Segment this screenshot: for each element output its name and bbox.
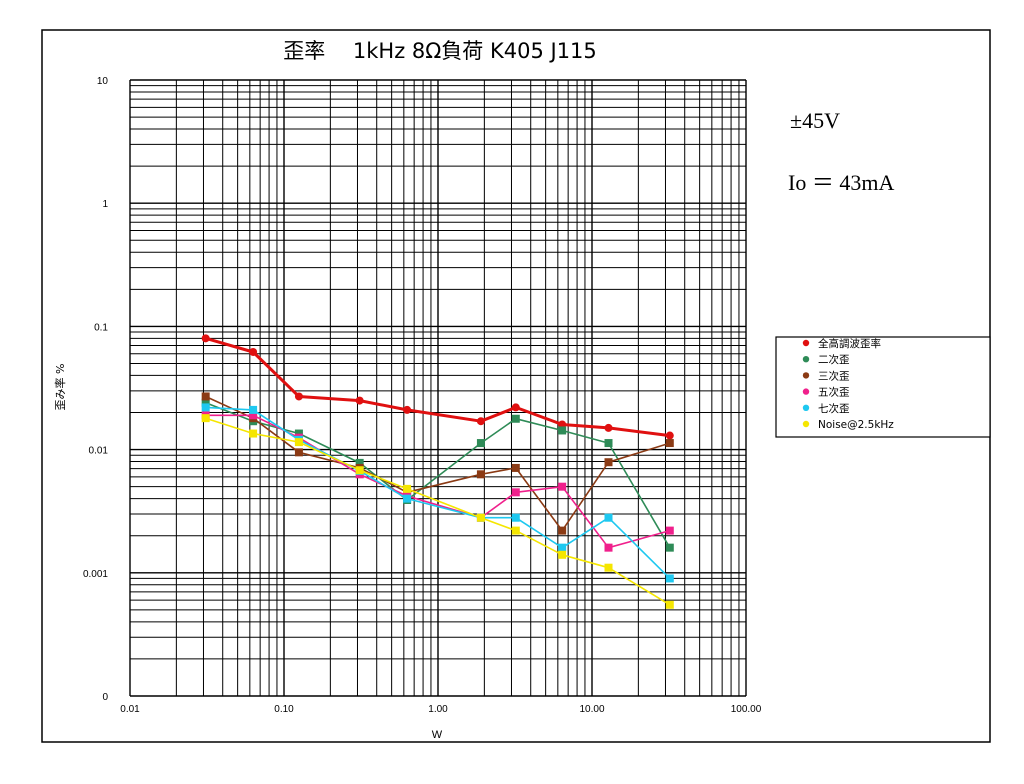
legend-label: 二次歪 <box>818 353 850 366</box>
data-point <box>604 423 613 432</box>
data-point <box>476 439 485 448</box>
data-point <box>403 494 412 503</box>
voltage-annotation: ±45V <box>790 108 840 133</box>
x-axis-label: W <box>432 729 443 741</box>
data-point <box>511 403 520 412</box>
legend-marker <box>802 388 810 395</box>
data-point <box>511 463 520 472</box>
data-point <box>604 543 613 552</box>
data-point <box>249 347 258 356</box>
legend-marker <box>802 339 810 347</box>
data-point <box>558 543 567 552</box>
chart-title: 歪率 1kHz 8Ω負荷 K405 J115 <box>283 39 597 63</box>
y-tick-label: 0.01 <box>89 446 109 457</box>
series-group <box>201 334 674 609</box>
data-point <box>665 543 674 552</box>
data-point <box>249 411 258 420</box>
data-point <box>476 513 485 522</box>
legend-label: Noise@2.5kHz <box>818 419 894 431</box>
series-line <box>205 414 671 549</box>
data-point <box>476 417 485 426</box>
series-line <box>205 417 671 606</box>
x-tick-label: 0.01 <box>120 704 140 715</box>
y-tick-label: 0.1 <box>94 322 108 333</box>
data-point <box>665 439 674 448</box>
legend-box <box>775 336 991 438</box>
legend-label: 七次歪 <box>818 402 850 415</box>
legend-label: 全高調波歪率 <box>818 337 881 350</box>
data-point <box>604 513 613 522</box>
data-point <box>604 439 613 448</box>
data-point <box>201 398 210 407</box>
data-point <box>201 334 210 343</box>
y-axis-label: 歪み率 % <box>53 364 67 411</box>
data-point <box>511 526 520 535</box>
data-point <box>201 403 210 412</box>
data-point <box>201 392 210 401</box>
data-point <box>249 429 258 438</box>
data-point <box>249 405 258 414</box>
y-tick-label: 1 <box>102 199 108 210</box>
data-point <box>355 466 364 475</box>
data-point <box>558 426 567 435</box>
y-tick-label: 0 <box>102 692 108 703</box>
series-group <box>201 334 674 440</box>
series-line <box>205 406 671 579</box>
series-line <box>205 336 670 438</box>
data-point <box>511 513 520 522</box>
legend-marker <box>802 404 810 411</box>
data-point <box>665 600 674 609</box>
data-point <box>604 563 613 572</box>
data-point <box>604 458 613 467</box>
data-point <box>558 526 567 535</box>
data-point <box>294 438 303 447</box>
data-point <box>558 420 567 429</box>
data-point <box>355 458 364 467</box>
data-point <box>403 484 412 493</box>
series-line <box>205 395 671 532</box>
current-annotation: Io ＝ 43mA <box>788 170 894 195</box>
legend-label: 五次歪 <box>818 386 850 399</box>
x-tick-label: 10.00 <box>579 704 604 715</box>
data-point <box>476 470 485 479</box>
data-point <box>511 414 520 423</box>
data-point <box>403 405 412 414</box>
legend-marker <box>802 420 810 428</box>
x-tick-label: 0.10 <box>274 704 294 715</box>
legend-marker <box>802 356 810 363</box>
data-point <box>201 414 210 423</box>
data-point <box>558 550 567 559</box>
y-tick-label: 0.001 <box>83 569 108 580</box>
x-tick-label: 1.00 <box>428 704 448 715</box>
x-tick-label: 100.00 <box>731 704 762 715</box>
data-point <box>665 574 674 583</box>
series-group <box>201 414 674 609</box>
data-point <box>294 448 303 457</box>
grid <box>129 79 747 697</box>
data-point <box>511 488 520 497</box>
legend-label: 三次歪 <box>818 369 850 382</box>
data-point <box>294 392 303 401</box>
tick-labels: 0.01 0.10 1.00 10.00 100.00 0 0.001 0.01 0.1 1 10 <box>83 76 762 715</box>
data-point <box>355 396 364 405</box>
y-tick-label: 10 <box>97 76 109 87</box>
data-point <box>665 526 674 535</box>
data-point <box>665 431 674 440</box>
data-point <box>558 482 567 491</box>
data-point <box>294 429 303 438</box>
legend-marker <box>802 372 810 379</box>
